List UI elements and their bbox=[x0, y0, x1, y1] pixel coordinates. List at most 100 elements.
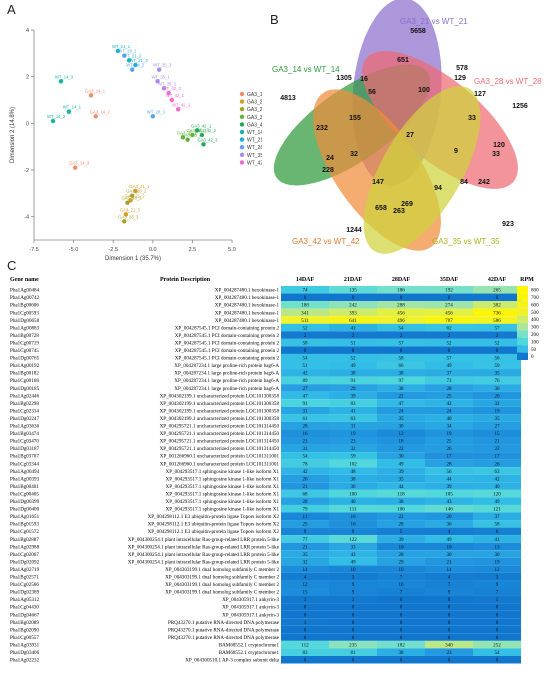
heatmap-cell bbox=[473, 369, 521, 377]
protein-description: XP_004287480.1 hexokinase-1 bbox=[215, 288, 280, 294]
gene-name: Pha1Ag00484 bbox=[10, 288, 40, 294]
heatmap-cell bbox=[425, 444, 473, 453]
heatmap-cell bbox=[281, 474, 329, 483]
gene-name: Pha1Bg03707 bbox=[10, 454, 39, 460]
heatmap-cell bbox=[377, 504, 425, 513]
protein-description: XP_004298112.1 E3 ubiquitin-protein liga… bbox=[148, 513, 280, 520]
gene-name: Pha1Dg00185 bbox=[10, 386, 40, 392]
gene-name: Pha1Bg00182 bbox=[10, 371, 39, 377]
heatmap-cell bbox=[329, 452, 377, 460]
venn-set-label-ga3-21: GA3_21 vs WT_21 bbox=[400, 17, 468, 26]
data-point bbox=[161, 86, 167, 91]
cell-value: 496 bbox=[397, 318, 405, 324]
cell-value: 0 bbox=[304, 295, 307, 301]
cell-value: 3 bbox=[496, 575, 499, 581]
gene-name: Pha1Ag00393 bbox=[10, 476, 40, 482]
heatmap-cell bbox=[281, 588, 329, 596]
heatmap-cell bbox=[281, 520, 329, 528]
heatmap-cell bbox=[473, 323, 521, 332]
venn-set-label-ga3-35: GA3_35 vs WT_35 bbox=[432, 237, 500, 246]
cell-value: 52 bbox=[302, 325, 308, 331]
point-label: WT_35_3 bbox=[153, 63, 172, 68]
heatmap-cell bbox=[281, 595, 329, 604]
point-label: WT_21_1 bbox=[112, 44, 131, 49]
cell-value: 19 bbox=[494, 559, 500, 565]
cell-value: 27 bbox=[302, 386, 308, 392]
gene-name: Pha1Dg02092 bbox=[10, 559, 40, 565]
legend-marker bbox=[239, 91, 245, 97]
cell-value: 68 bbox=[302, 491, 308, 497]
heatmap-cell bbox=[425, 565, 473, 573]
point-label: WT_21_3 bbox=[129, 58, 148, 63]
legend-swatch bbox=[517, 308, 528, 316]
heatmap-cell bbox=[425, 512, 473, 521]
heatmap-cell bbox=[329, 618, 377, 626]
cell-value: 10 bbox=[350, 567, 356, 573]
protein-description: XP_004298112.1 E3 ubiquitin-protein liga… bbox=[148, 528, 280, 535]
heatmap-cell bbox=[425, 437, 473, 445]
heatmap-cell bbox=[377, 444, 425, 453]
cell-value: 13 bbox=[494, 544, 500, 550]
heatmap-cell bbox=[473, 406, 521, 415]
cell-value: 35 bbox=[302, 552, 308, 558]
cell-value: 49 bbox=[350, 363, 356, 369]
cell-value: 0 bbox=[496, 627, 499, 633]
data-point bbox=[199, 132, 205, 138]
heatmap-cell bbox=[473, 452, 521, 460]
cell-value: 456 bbox=[445, 310, 453, 316]
cell-value: 20 bbox=[494, 393, 500, 399]
protein-description: XP_004295721.1 uncharacterized protein L… bbox=[160, 431, 280, 437]
heatmap-cell bbox=[473, 655, 521, 664]
heatmap-cell bbox=[473, 595, 521, 604]
cell-value: 4 bbox=[448, 529, 451, 535]
cell-value: 28 bbox=[302, 424, 308, 430]
legend-tick: 400 bbox=[531, 317, 539, 323]
gene-name: Pha1Bg02298 bbox=[10, 401, 39, 407]
heatmap-cell bbox=[473, 557, 521, 566]
cell-value: 42 bbox=[446, 401, 452, 407]
cell-value: 35 bbox=[494, 371, 500, 377]
cell-value: 1 bbox=[352, 597, 355, 603]
legend-tick: 50 bbox=[531, 347, 537, 353]
heatmap-cell bbox=[329, 323, 377, 332]
cell-value: 51 bbox=[302, 363, 308, 369]
heatmap-cell bbox=[473, 437, 521, 445]
cell-value: 265 bbox=[493, 288, 501, 294]
cell-value: 54 bbox=[302, 454, 308, 460]
heatmap-cell bbox=[329, 580, 377, 588]
cell-value: 10 bbox=[398, 582, 404, 588]
data-point bbox=[50, 118, 56, 124]
cell-value: 81 bbox=[350, 650, 356, 656]
protein-description: XP_004302199.1 uncharacterized protein L… bbox=[160, 408, 280, 414]
protein-description: XP_004293517.1 sphingosine kinase 1-like… bbox=[166, 490, 280, 497]
cell-value: 49 bbox=[446, 363, 452, 369]
protein-description: XP_004305917.1 ankyrin-3 bbox=[222, 612, 279, 618]
cell-value: 25 bbox=[446, 439, 452, 445]
venn-count: 120 bbox=[493, 142, 505, 149]
legend-label: GA3_21 bbox=[247, 100, 262, 106]
cell-value: 59 bbox=[494, 363, 500, 369]
heatmap-cell bbox=[329, 429, 377, 437]
data-point bbox=[122, 53, 127, 58]
column-header-stage: 35DAF bbox=[440, 277, 459, 283]
heatmap-cell bbox=[377, 497, 425, 505]
cell-value: 341 bbox=[301, 310, 309, 316]
legend-label: GA3_28 bbox=[247, 107, 262, 113]
heatmap-cell bbox=[425, 406, 473, 415]
cell-value: 105 bbox=[445, 491, 453, 497]
venn-count: 33 bbox=[468, 115, 476, 122]
protein-description: XP_004300510.1 AP-3 complex subunit delt… bbox=[185, 658, 280, 664]
heatmap-cell bbox=[425, 452, 473, 460]
heatmap-cell bbox=[425, 331, 473, 339]
protein-description: XP_004293517.1 sphingosine kinase 1-like… bbox=[166, 468, 280, 475]
cell-value: 0 bbox=[400, 295, 403, 301]
legend-label: GA3_14 bbox=[247, 92, 262, 98]
protein-description: PRQ43270.1 putative RNA-directed DNA pol… bbox=[168, 627, 280, 633]
data-point bbox=[130, 67, 135, 72]
cell-value: 22 bbox=[398, 514, 404, 520]
protein-description: XP_004287545.1 PCI domain-containing pro… bbox=[175, 340, 280, 346]
heatmap-cell bbox=[377, 331, 425, 339]
cell-value: 21 bbox=[446, 559, 452, 565]
heatmap-cell bbox=[281, 504, 329, 513]
cell-value: 7 bbox=[496, 590, 499, 596]
